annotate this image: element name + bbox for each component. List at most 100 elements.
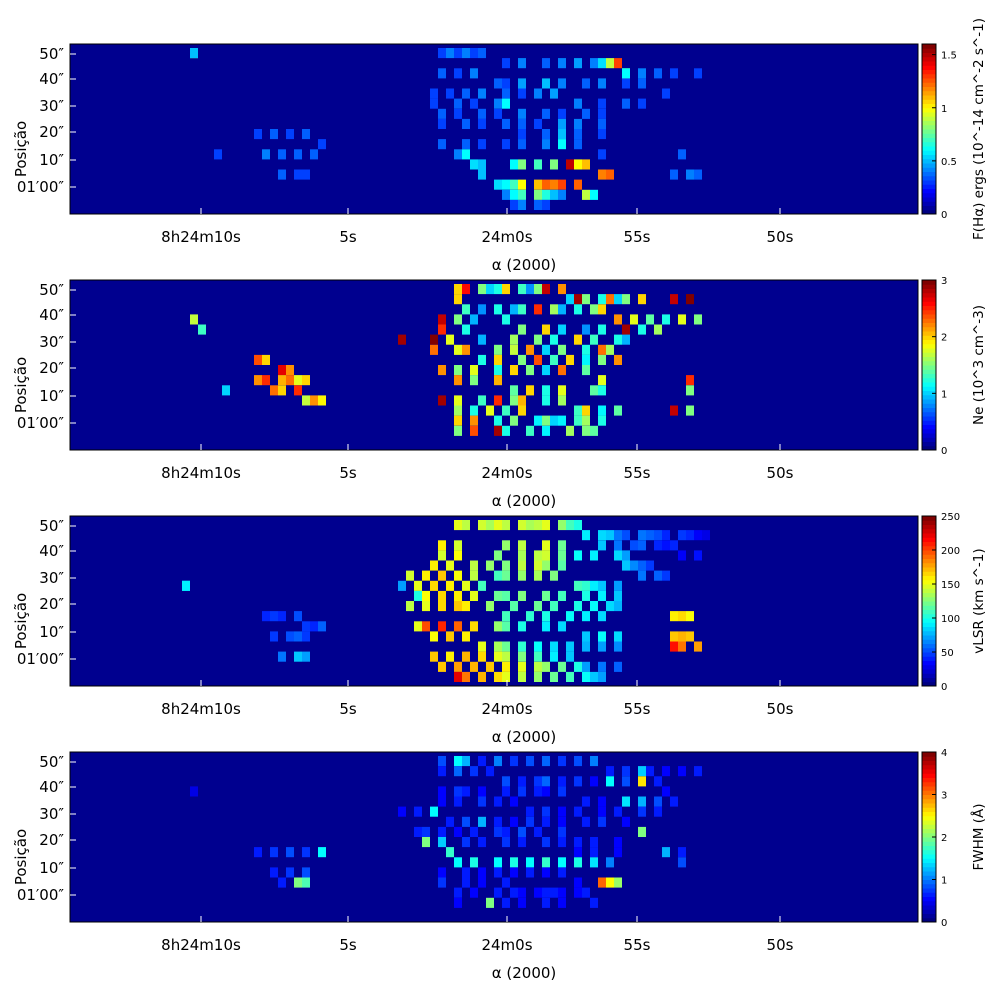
colorbar-segment: [922, 175, 936, 181]
heatmap-cell: [558, 129, 566, 140]
colorbar-segment: [922, 403, 936, 408]
heatmap-cell: [470, 405, 478, 416]
heatmap-cell: [190, 48, 198, 59]
panel-4: 8h24m10s 5s 24m0s 55s 50s 01′00″ 10″ 20″ 30″ 40″ 5…: [12, 748, 987, 982]
colorbar-segment: [922, 841, 936, 846]
heatmap-cell: [294, 385, 302, 396]
colorbar-segment: [922, 618, 936, 623]
heatmap-cell: [654, 540, 662, 551]
heatmap-cell: [598, 415, 606, 426]
heatmap-cell: [526, 344, 534, 355]
heatmap-cell: [558, 139, 566, 150]
colorbar-segment: [922, 584, 936, 589]
heatmap-cell: [422, 590, 430, 601]
heatmap-cell: [262, 149, 270, 160]
y-tick-label: 10″: [39, 859, 64, 877]
heatmap-cell: [670, 169, 678, 180]
heatmap-cell: [430, 651, 438, 662]
heatmap-cell: [462, 520, 470, 531]
y-tick-label: 50″: [39, 45, 64, 63]
heatmap-cell: [542, 365, 550, 376]
heatmap-cell: [526, 611, 534, 622]
colorbar-segment: [922, 339, 936, 345]
heatmap-cell: [486, 520, 494, 531]
heatmap-cell: [662, 314, 670, 325]
heatmap-cell: [454, 590, 462, 601]
heatmap-cell: [486, 897, 494, 908]
heatmap-cell: [590, 837, 598, 848]
heatmap-cell: [478, 118, 486, 129]
heatmap-cell: [598, 108, 606, 119]
heatmap-cell: [510, 601, 518, 612]
heatmap-cell: [310, 395, 318, 406]
heatmap-cell: [574, 405, 582, 416]
heatmap-cell: [606, 58, 614, 69]
heatmap-cell: [582, 580, 590, 591]
heatmap-cell: [606, 294, 614, 305]
heatmap-cell: [438, 395, 446, 406]
heatmap-cell: [438, 550, 446, 561]
heatmap-cell: [454, 98, 462, 109]
heatmap-cell: [438, 570, 446, 581]
heatmap-cell: [494, 284, 502, 295]
heatmap-cell: [502, 540, 510, 551]
colorbar-segment: [922, 305, 936, 311]
heatmap-cell: [566, 354, 574, 365]
heatmap-cell: [462, 756, 470, 767]
heatmap-cell: [558, 756, 566, 767]
heatmap-cell: [478, 88, 486, 99]
heatmap-cell: [582, 78, 590, 89]
heatmap-cell: [302, 847, 310, 858]
colorbar-segment: [922, 90, 936, 96]
heatmap-cell: [590, 601, 598, 612]
heatmap-cell: [670, 294, 678, 305]
heatmap-cell: [614, 590, 622, 601]
heatmap-cell: [558, 78, 566, 89]
heatmap-cell: [558, 857, 566, 868]
heatmap-cell: [510, 179, 518, 190]
plot-frame: [69, 515, 919, 687]
heatmap-cell: [670, 796, 678, 807]
x-tick-label: 5s: [339, 936, 357, 954]
heatmap-cell: [438, 796, 446, 807]
colorbar-segment: [922, 103, 936, 109]
heatmap-cell: [294, 375, 302, 386]
heatmap-cell: [478, 354, 486, 365]
colorbar-segment: [922, 141, 936, 147]
heatmap-cell: [590, 189, 598, 200]
heatmap-cell: [494, 304, 502, 315]
heatmap-cell: [646, 560, 654, 571]
heatmap-cell: [614, 661, 622, 672]
heatmap-cell: [278, 169, 286, 180]
heatmap-cell: [190, 786, 198, 797]
heatmap-cell: [566, 425, 574, 436]
heatmap-cell: [462, 671, 470, 682]
heatmap-cell: [598, 405, 606, 416]
colorbar-segment: [922, 892, 936, 897]
colorbar-segment: [922, 917, 936, 923]
colorbar-segment: [922, 752, 936, 757]
colorbar-segment: [922, 579, 936, 585]
heatmap-cell: [278, 365, 286, 376]
heatmap-cell: [446, 88, 454, 99]
heatmap-cell: [470, 159, 478, 170]
heatmap-cell: [438, 365, 446, 376]
colorbar-tick-label: 100: [941, 614, 960, 625]
heatmap-cell: [558, 816, 566, 827]
heatmap-cell: [558, 826, 566, 837]
heatmap-cell: [534, 560, 542, 571]
heatmap-cell: [422, 621, 430, 632]
colorbar-segment: [922, 65, 936, 70]
heatmap-cell: [478, 580, 486, 591]
heatmap-cell: [686, 169, 694, 180]
heatmap-cell: [606, 601, 614, 612]
heatmap-cell: [494, 365, 502, 376]
heatmap-cell: [606, 877, 614, 888]
heatmap-cell: [534, 520, 542, 531]
heatmap-cell: [278, 149, 286, 160]
heatmap-cell: [414, 580, 422, 591]
heatmap-cell: [486, 405, 494, 416]
x-tick-label: 8h24m10s: [161, 700, 241, 718]
heatmap-cell: [558, 189, 566, 200]
heatmap-cell: [598, 354, 606, 365]
